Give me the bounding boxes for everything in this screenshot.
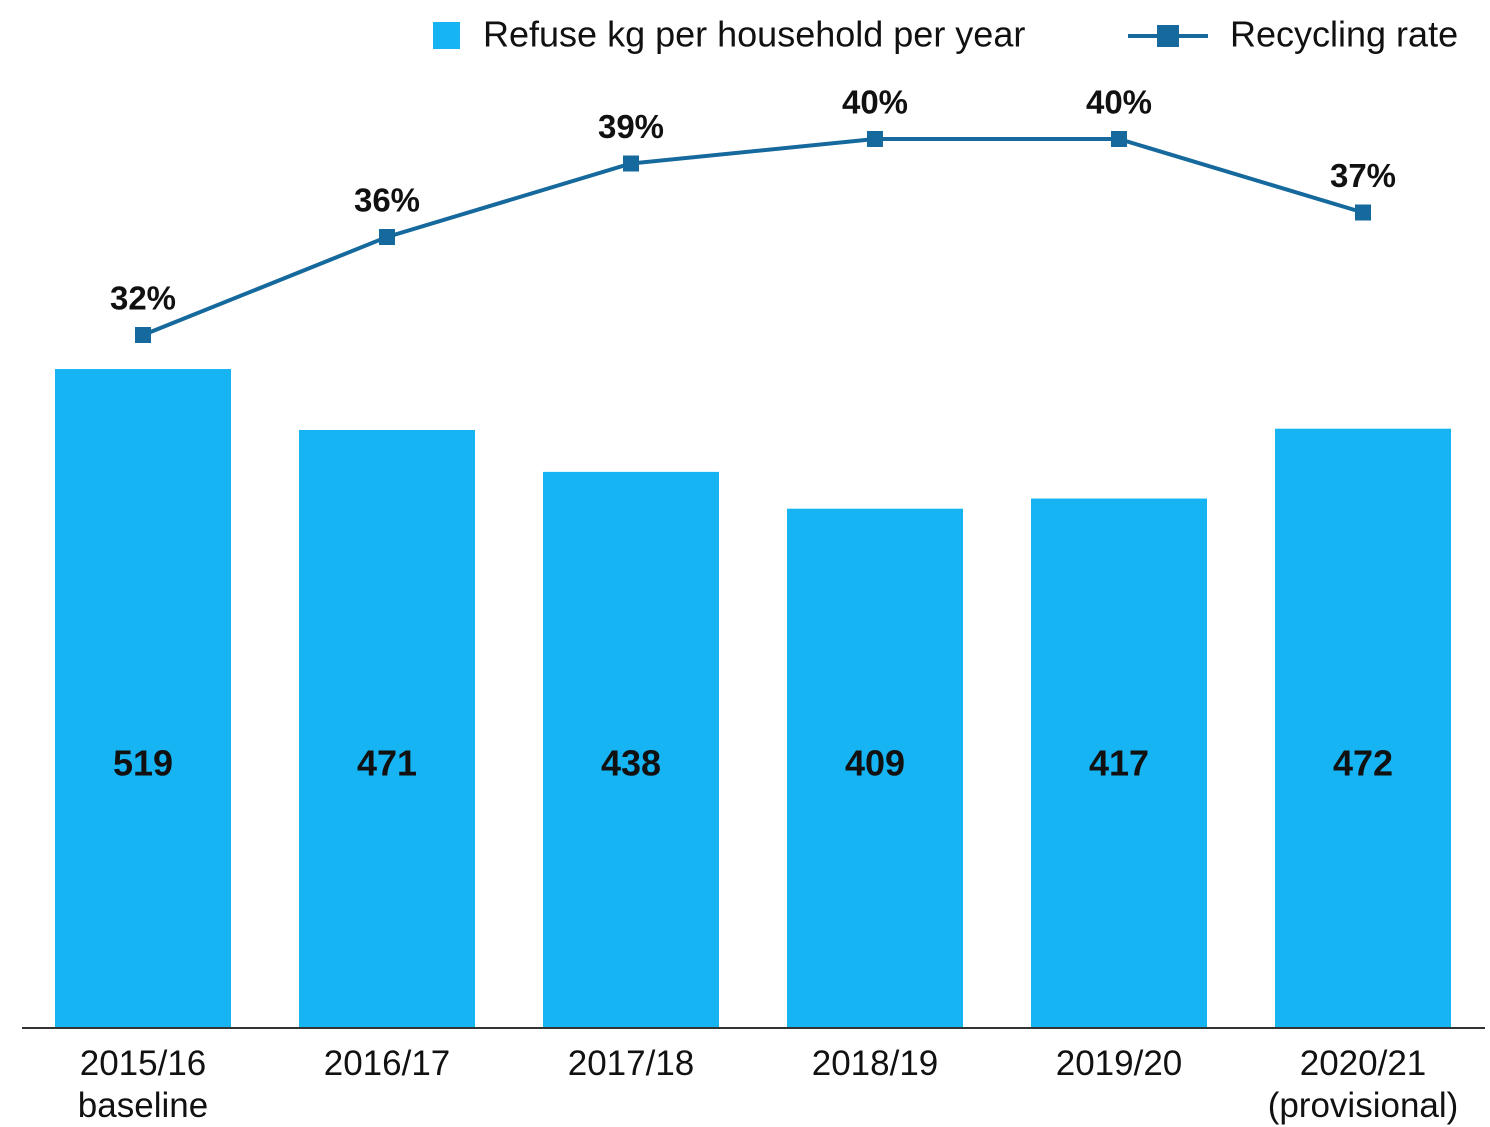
bar (787, 508, 963, 1028)
marker (1111, 131, 1127, 147)
legend-swatch (433, 22, 460, 49)
bar-label: 471 (357, 743, 417, 784)
marker (135, 327, 151, 343)
point-label: 32% (110, 280, 176, 317)
point-label: 40% (1086, 84, 1152, 121)
legend-label: Refuse kg per household per year (483, 14, 1025, 55)
point-label: 37% (1330, 157, 1396, 194)
x-tick-label: 2018/19 (811, 1044, 939, 1083)
line (142, 137, 1364, 337)
bar-label: 472 (1333, 743, 1393, 784)
legend-label: Recycling rate (1230, 14, 1458, 55)
point-label: 40% (842, 84, 908, 121)
marker (1355, 204, 1371, 221)
bar (1275, 428, 1451, 1028)
bar (1031, 498, 1207, 1028)
marker (379, 229, 395, 245)
x-tick-label: 2019/20 (1055, 1044, 1183, 1083)
bar-label: 417 (1089, 743, 1149, 784)
bar-label: 438 (601, 743, 661, 784)
bar-label: 519 (113, 743, 173, 784)
marker (867, 131, 883, 147)
bar (299, 429, 475, 1028)
x-tick-label: 2020/21 (provisional) (1267, 1044, 1459, 1125)
point-label: 36% (354, 182, 420, 219)
x-tick-label: 2017/18 (567, 1044, 695, 1083)
bar (55, 369, 231, 1028)
x-tick-label: 2016/17 (323, 1044, 451, 1083)
bar (543, 471, 719, 1028)
legend-marker (1157, 25, 1179, 47)
x-tick-label: 2015/16 baseline (77, 1044, 209, 1125)
marker (623, 155, 639, 172)
point-label: 39% (598, 108, 664, 145)
bar-label: 409 (845, 743, 905, 784)
